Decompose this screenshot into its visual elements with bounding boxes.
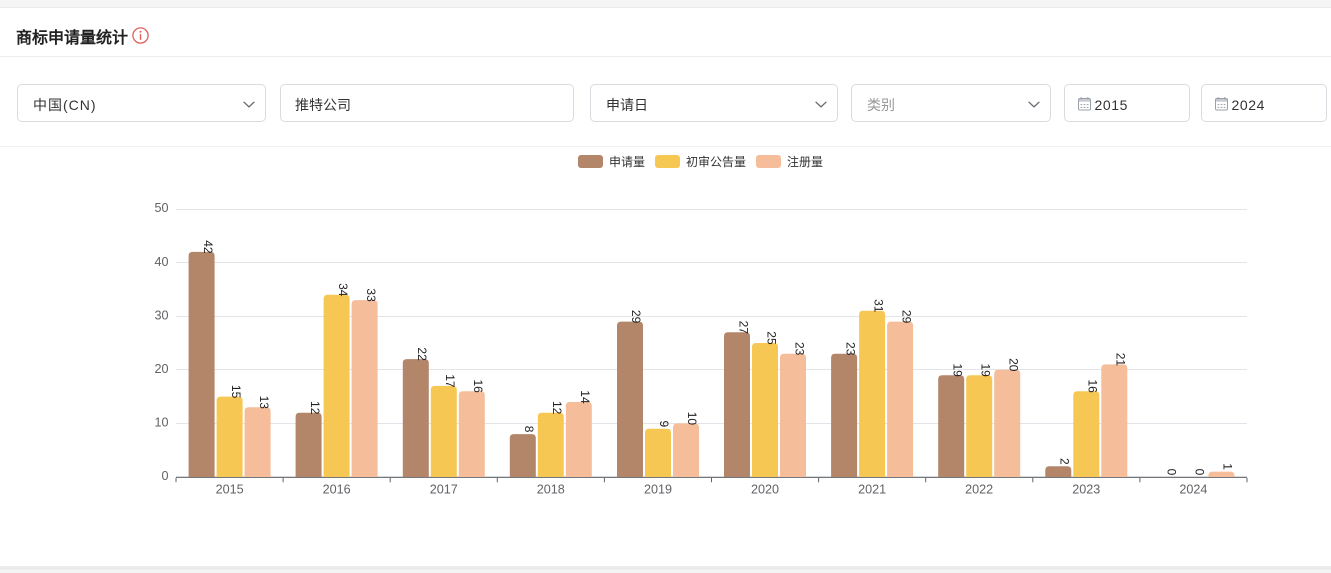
svg-text:2021: 2021 bbox=[858, 483, 886, 497]
svg-text:42: 42 bbox=[201, 240, 215, 254]
svg-text:0: 0 bbox=[1165, 469, 1179, 476]
svg-text:33: 33 bbox=[364, 288, 378, 302]
svg-text:31: 31 bbox=[871, 299, 885, 313]
svg-text:23: 23 bbox=[843, 342, 857, 356]
svg-text:2022: 2022 bbox=[965, 483, 993, 497]
svg-text:22: 22 bbox=[415, 347, 429, 361]
svg-text:29: 29 bbox=[629, 310, 643, 324]
svg-text:2017: 2017 bbox=[430, 483, 458, 497]
svg-text:50: 50 bbox=[154, 201, 168, 215]
svg-text:2: 2 bbox=[1058, 458, 1072, 465]
svg-text:8: 8 bbox=[522, 426, 536, 433]
svg-text:0: 0 bbox=[161, 469, 168, 483]
svg-text:17: 17 bbox=[443, 374, 457, 388]
svg-text:2023: 2023 bbox=[1072, 483, 1100, 497]
svg-text:1: 1 bbox=[1221, 463, 1235, 470]
svg-text:21: 21 bbox=[1114, 353, 1128, 367]
svg-text:13: 13 bbox=[257, 396, 271, 410]
svg-text:20: 20 bbox=[1007, 358, 1021, 372]
svg-text:29: 29 bbox=[899, 310, 913, 324]
svg-text:10: 10 bbox=[685, 412, 699, 426]
svg-text:12: 12 bbox=[308, 401, 322, 415]
svg-text:2019: 2019 bbox=[644, 483, 672, 497]
svg-text:12: 12 bbox=[550, 401, 564, 415]
svg-text:19: 19 bbox=[951, 364, 965, 378]
svg-text:2024: 2024 bbox=[1179, 483, 1207, 497]
svg-text:10: 10 bbox=[154, 416, 168, 430]
svg-text:15: 15 bbox=[229, 385, 243, 399]
svg-text:19: 19 bbox=[979, 364, 993, 378]
svg-text:40: 40 bbox=[154, 255, 168, 269]
svg-text:0: 0 bbox=[1193, 469, 1207, 476]
svg-text:20: 20 bbox=[154, 362, 168, 376]
svg-text:14: 14 bbox=[578, 390, 592, 404]
svg-text:25: 25 bbox=[764, 331, 778, 345]
svg-text:2020: 2020 bbox=[751, 483, 779, 497]
svg-text:30: 30 bbox=[154, 308, 168, 322]
svg-text:2015: 2015 bbox=[216, 483, 244, 497]
svg-text:23: 23 bbox=[792, 342, 806, 356]
svg-text:16: 16 bbox=[471, 380, 485, 394]
svg-text:9: 9 bbox=[657, 420, 671, 427]
svg-text:27: 27 bbox=[736, 321, 750, 335]
svg-text:2016: 2016 bbox=[323, 483, 351, 497]
svg-text:2018: 2018 bbox=[537, 483, 565, 497]
svg-text:34: 34 bbox=[336, 283, 350, 297]
svg-text:16: 16 bbox=[1086, 380, 1100, 394]
